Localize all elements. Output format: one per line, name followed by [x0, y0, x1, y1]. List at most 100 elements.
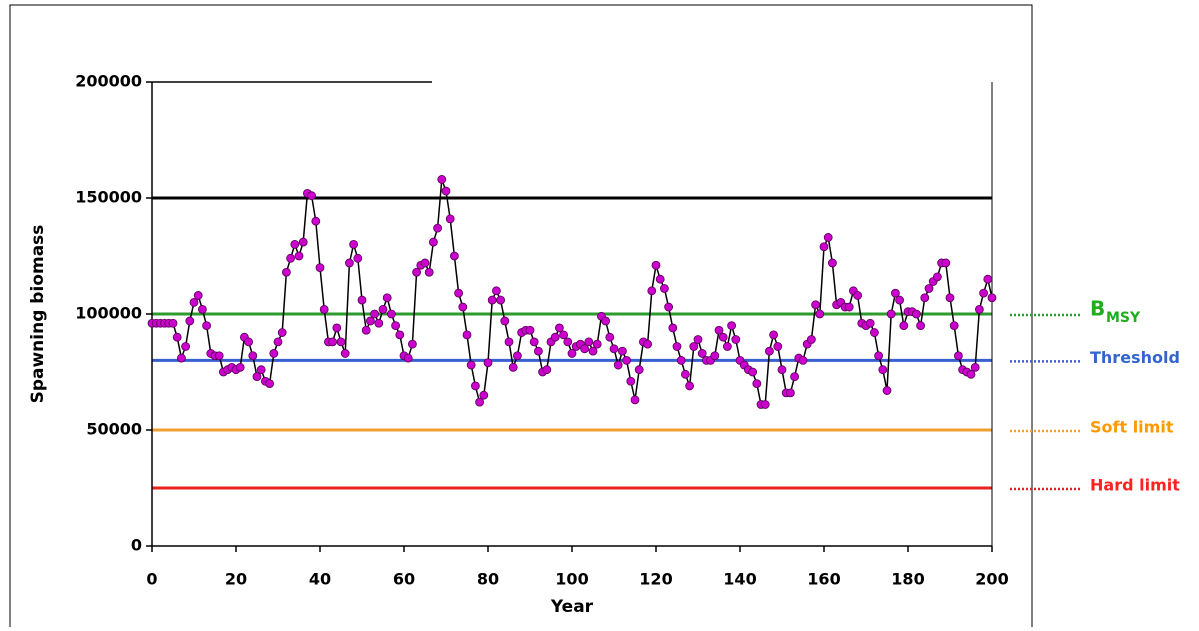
data-point: [786, 388, 795, 398]
data-point: [609, 344, 619, 354]
data-point: [899, 321, 909, 331]
data-point: [508, 362, 518, 372]
data-point: [525, 325, 535, 335]
x-tick-label: 160: [807, 570, 840, 589]
data-point: [559, 330, 568, 340]
data-point: [718, 332, 728, 342]
data-point: [811, 300, 820, 310]
data-point: [643, 339, 652, 349]
data-point: [445, 214, 455, 224]
y-axis-title: Spawning biomass: [28, 225, 48, 404]
data-point: [269, 349, 279, 358]
data-point: [655, 274, 665, 284]
data-point: [563, 337, 573, 347]
data-point: [987, 293, 997, 303]
data-point: [949, 321, 959, 331]
data-point: [555, 323, 564, 333]
data-point: [357, 295, 367, 305]
data-point: [966, 369, 976, 379]
data-point: [542, 365, 552, 375]
data-point: [185, 316, 195, 326]
data-point: [807, 335, 816, 344]
data-point: [651, 260, 661, 270]
data-point: [664, 302, 673, 312]
data-point: [613, 360, 623, 370]
data-point: [844, 302, 854, 312]
data-point: [723, 342, 732, 351]
data-point: [584, 337, 594, 347]
data-point: [353, 253, 363, 263]
data-point: [693, 335, 703, 344]
data-point: [681, 369, 690, 379]
reference-label: B: [1090, 297, 1105, 321]
data-point: [777, 365, 787, 375]
data-point: [731, 335, 741, 344]
data-point: [592, 339, 602, 349]
data-point: [752, 379, 762, 389]
data-point: [874, 351, 883, 361]
data-point: [441, 186, 451, 196]
data-point: [214, 351, 224, 361]
data-point: [265, 379, 275, 389]
x-tick-label: 20: [225, 570, 247, 589]
data-point: [550, 332, 560, 342]
data-point: [970, 362, 980, 372]
x-tick-label: 200: [975, 570, 1008, 589]
data-point: [865, 318, 875, 328]
data-point: [979, 288, 988, 298]
data-point: [370, 309, 380, 319]
data-point: [828, 258, 837, 268]
data-point: [975, 304, 984, 314]
data-point: [252, 372, 262, 382]
x-tick-label: 100: [555, 570, 588, 589]
data-point: [727, 321, 736, 331]
chart-frame: [9, 4, 1033, 631]
data-point: [311, 216, 321, 226]
data-point: [920, 293, 930, 303]
data-point: [773, 342, 783, 351]
data-point: [823, 233, 833, 242]
data-point: [386, 309, 396, 319]
data-point: [878, 365, 888, 375]
data-point: [483, 358, 493, 368]
data-point: [491, 286, 501, 296]
y-tick-label: 100000: [75, 304, 142, 323]
data-point: [886, 309, 896, 319]
data-point: [428, 237, 438, 247]
reference-label-sub: MSY: [1106, 310, 1141, 326]
data-point: [765, 346, 774, 356]
data-point: [298, 237, 308, 247]
reference-label: Soft limit: [1090, 418, 1174, 437]
data-point: [815, 309, 825, 319]
data-point: [294, 251, 304, 261]
data-point: [769, 330, 778, 340]
data-point: [710, 351, 720, 361]
data-point: [181, 342, 191, 351]
data-point: [626, 376, 636, 386]
data-point: [244, 337, 254, 347]
data-point: [479, 390, 489, 400]
data-point: [273, 337, 283, 347]
x-tick-label: 40: [309, 570, 331, 589]
data-point: [281, 267, 291, 277]
y-tick-label: 150000: [75, 188, 142, 207]
x-tick-label: 80: [477, 570, 499, 589]
data-point: [760, 400, 770, 409]
data-point: [622, 355, 631, 365]
data-point: [189, 297, 199, 307]
data-point: [891, 288, 900, 298]
data-point: [945, 293, 955, 303]
data-point: [382, 293, 392, 303]
data-point: [458, 302, 468, 312]
data-point: [349, 239, 359, 249]
data-point: [895, 295, 904, 305]
data-point: [365, 316, 375, 326]
x-tick-label: 180: [891, 570, 924, 589]
data-point: [290, 239, 300, 249]
data-point: [870, 328, 879, 337]
data-point: [954, 351, 963, 361]
data-point: [567, 349, 577, 358]
data-point: [618, 346, 627, 356]
x-tick-label: 60: [393, 570, 415, 589]
